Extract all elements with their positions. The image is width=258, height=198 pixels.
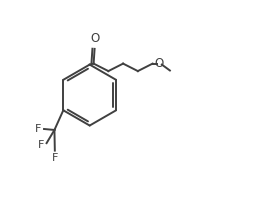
Text: O: O (90, 32, 99, 45)
Text: F: F (38, 140, 45, 150)
Text: F: F (52, 153, 58, 163)
Text: F: F (35, 124, 42, 134)
Text: O: O (155, 57, 164, 70)
